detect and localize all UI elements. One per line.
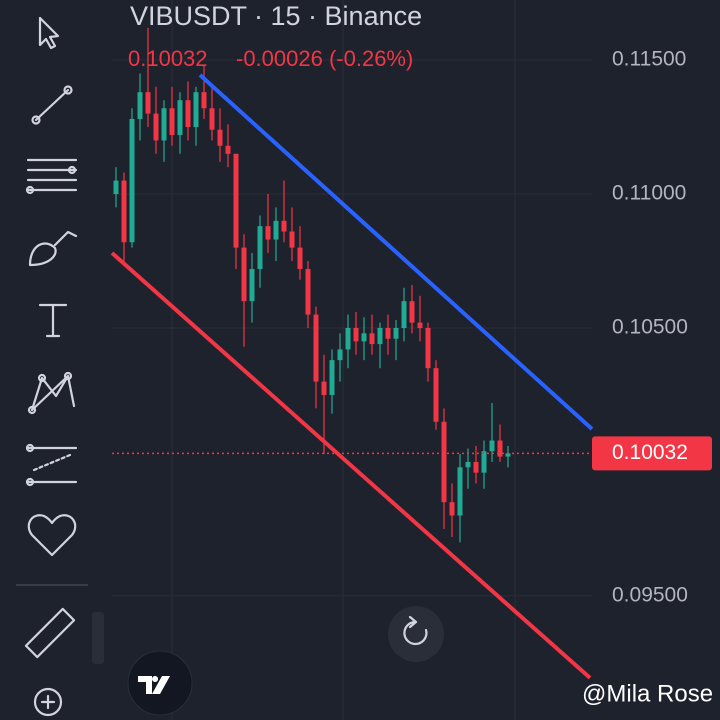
candle-body xyxy=(217,129,223,146)
candle-body xyxy=(273,220,279,240)
candle-body xyxy=(201,92,207,109)
candle-body xyxy=(297,247,303,270)
pattern-tool[interactable] xyxy=(27,371,76,415)
text-tool[interactable] xyxy=(38,303,68,338)
candle-body xyxy=(329,360,335,395)
ruler-tool[interactable] xyxy=(24,607,76,659)
y-tick-label: 0.11500 xyxy=(612,48,686,71)
candle-body xyxy=(497,440,503,457)
candle-body xyxy=(433,368,439,422)
candle-body xyxy=(409,301,415,323)
y-tick-label: 0.10500 xyxy=(612,316,688,339)
zoom-tool[interactable] xyxy=(33,687,63,717)
candle-body xyxy=(265,226,271,240)
candle-body xyxy=(289,231,295,248)
candle-body xyxy=(313,314,319,382)
y-tick-label: 0.09500 xyxy=(612,583,688,606)
candle-body xyxy=(121,180,127,243)
candle-body xyxy=(425,327,431,369)
candle-body xyxy=(457,467,463,516)
candle-body xyxy=(161,108,167,141)
candle-body xyxy=(417,322,423,328)
candle-body xyxy=(145,92,151,114)
candle-body xyxy=(345,327,351,350)
candle-body xyxy=(169,108,175,136)
candle-body xyxy=(177,100,183,136)
brush-tool[interactable] xyxy=(28,230,78,267)
fib-tool[interactable] xyxy=(25,158,78,195)
candle-body xyxy=(193,92,199,128)
candle-body xyxy=(225,145,231,154)
line-tool[interactable] xyxy=(31,85,73,125)
candle-body xyxy=(337,349,343,361)
candle-body xyxy=(281,220,287,232)
candle-body xyxy=(489,440,495,452)
candle-body xyxy=(257,226,263,270)
candle-body xyxy=(441,421,447,503)
candle-body xyxy=(233,153,239,248)
candle-body xyxy=(153,113,159,141)
logo xyxy=(127,650,193,716)
prediction-tool[interactable] xyxy=(25,443,78,487)
grid xyxy=(112,0,592,720)
chart-title: VIBUSDT · 15 · Binance xyxy=(130,1,422,31)
candle-body xyxy=(505,453,511,457)
last-price-label: 0.10032 xyxy=(612,441,688,464)
reset-button[interactable] xyxy=(388,606,444,662)
trendline xyxy=(110,251,592,680)
watermark: @Mila Rose xyxy=(582,680,713,707)
candle-body xyxy=(361,333,367,342)
candle-body xyxy=(393,327,399,339)
candle-body xyxy=(129,118,135,243)
last-price-text: 0.10032 xyxy=(128,46,208,71)
candle-body xyxy=(385,327,391,339)
change-text: -0.00026 (-0.26%) xyxy=(236,46,413,71)
candle-body xyxy=(185,100,191,128)
candle-body xyxy=(465,461,471,468)
y-tick-label: 0.11000 xyxy=(612,182,686,205)
toolbar xyxy=(16,16,104,717)
last-price-box xyxy=(592,436,712,471)
candle-body xyxy=(241,247,247,302)
candle-body xyxy=(473,461,479,473)
candle-body xyxy=(137,92,143,119)
candle-body xyxy=(353,327,359,342)
favorites-tool[interactable] xyxy=(27,514,77,557)
candle-body xyxy=(481,451,487,473)
cursor-tool[interactable] xyxy=(38,16,60,50)
collapse-toggle[interactable] xyxy=(92,612,104,664)
candle-body xyxy=(305,269,311,315)
plot xyxy=(110,27,594,680)
candle-body xyxy=(377,327,383,345)
candle-body xyxy=(113,180,119,195)
candle-body xyxy=(249,269,255,302)
candle-body xyxy=(321,381,327,395)
candle-body xyxy=(401,301,407,328)
candle-body xyxy=(449,502,455,516)
candle-body xyxy=(209,108,215,130)
trendline xyxy=(198,73,594,431)
candle-body xyxy=(369,333,375,345)
